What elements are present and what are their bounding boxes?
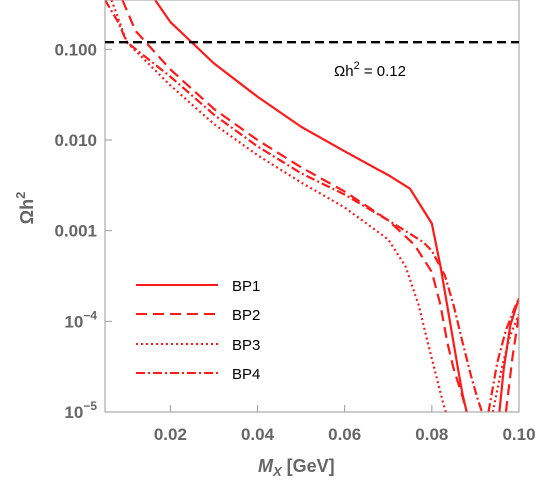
- series-line-bp1: [154, 0, 468, 412]
- legend-label-bp1: BP1: [232, 278, 260, 295]
- x-tick-label: 0.10: [502, 425, 535, 444]
- x-axis-label: MX [GeV]: [258, 456, 335, 479]
- series-line-bp3: [491, 313, 519, 412]
- legend-label-bp4: BP4: [232, 366, 260, 383]
- series-line-bp4: [105, 0, 484, 412]
- plot-frame: [104, 0, 520, 413]
- y-tick-label: 0.010: [54, 131, 97, 150]
- x-tick-label: 0.08: [415, 425, 448, 444]
- legend-label-bp3: BP3: [232, 337, 260, 354]
- legend-label-bp2: BP2: [232, 307, 260, 324]
- legend: BP1 BP2 BP3 BP4: [136, 278, 260, 383]
- series-line-bp2: [121, 0, 468, 412]
- y-tick-label: 10−5: [64, 399, 97, 422]
- x-tick-label: 0.02: [154, 425, 187, 444]
- series-line-bp3: [110, 0, 447, 412]
- series-line-bp2: [504, 313, 519, 412]
- reference-line-label: Ωh2 = 0.12: [334, 60, 406, 80]
- y-tick-label: 10−4: [64, 308, 97, 331]
- x-tick-label: 0.04: [241, 425, 275, 444]
- x-tick-label: 0.06: [328, 425, 361, 444]
- y-axis-label: Ωh2: [13, 192, 37, 225]
- series-line-bp1: [498, 297, 519, 412]
- y-tick-label: 0.001: [54, 222, 97, 241]
- y-tick-label: 0.100: [54, 40, 97, 59]
